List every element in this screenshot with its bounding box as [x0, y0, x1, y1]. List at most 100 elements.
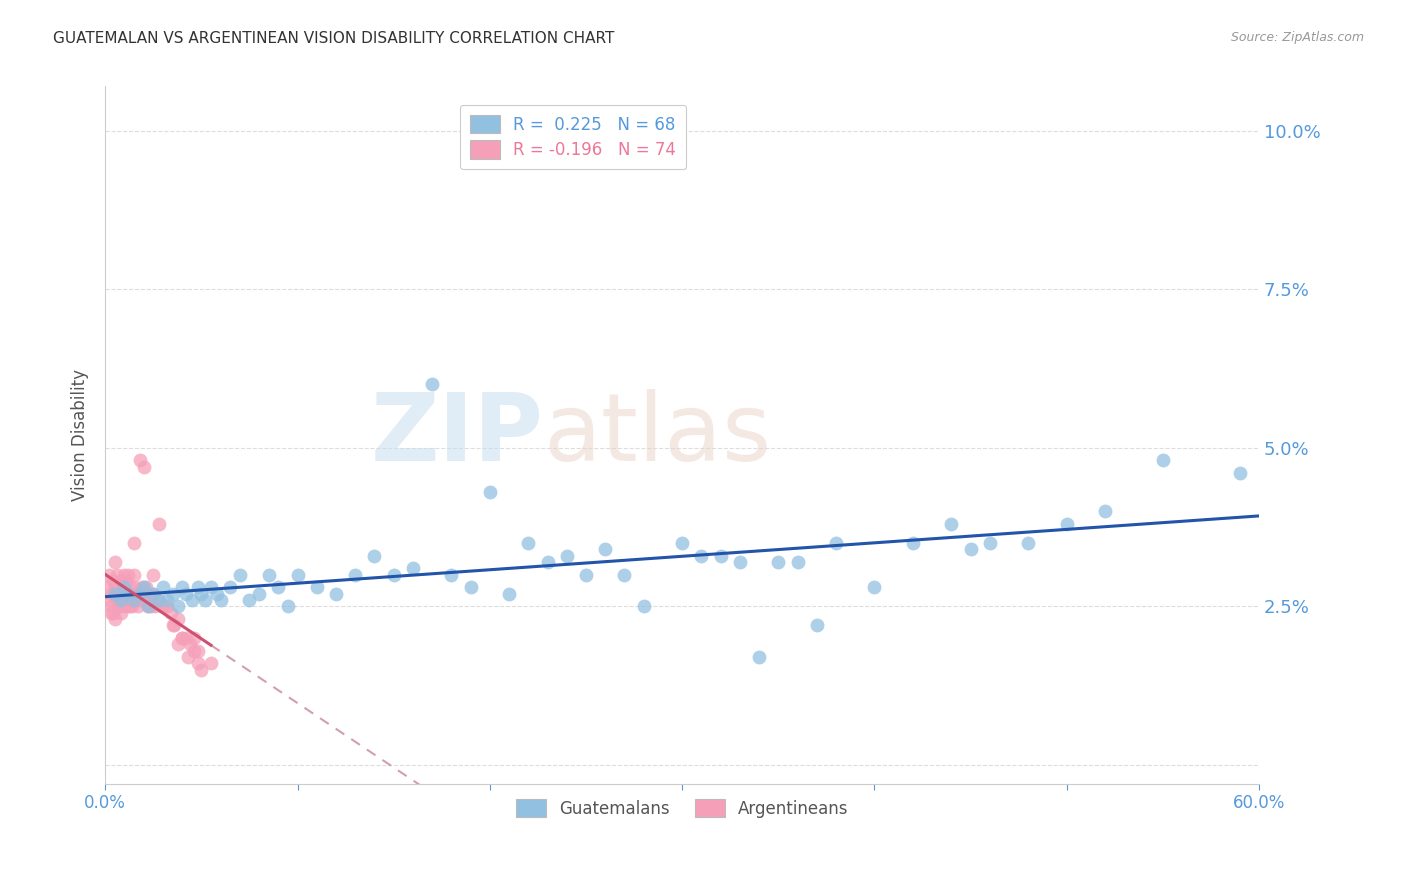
Point	[478, 485, 501, 500]
Point	[131, 593, 153, 607]
Point	[402, 561, 425, 575]
Point	[152, 599, 174, 614]
Point	[671, 536, 693, 550]
Point	[806, 618, 828, 632]
Point	[96, 580, 118, 594]
Point	[156, 593, 179, 607]
Text: atlas: atlas	[544, 389, 772, 481]
Point	[142, 586, 165, 600]
Point	[200, 580, 222, 594]
Point	[498, 586, 520, 600]
Point	[107, 586, 129, 600]
Point	[167, 612, 190, 626]
Point	[115, 586, 138, 600]
Point	[138, 593, 160, 607]
Point	[132, 580, 155, 594]
Point	[959, 542, 981, 557]
Point	[101, 606, 124, 620]
Point	[117, 567, 139, 582]
Point	[121, 586, 143, 600]
Point	[186, 657, 208, 671]
Point	[98, 567, 121, 582]
Point	[142, 567, 165, 582]
Point	[172, 580, 194, 594]
Point	[128, 453, 150, 467]
Point	[786, 555, 808, 569]
Point	[156, 599, 179, 614]
Point	[111, 593, 134, 607]
Point	[167, 599, 190, 614]
Point	[105, 593, 128, 607]
Point	[1229, 466, 1251, 480]
Point	[229, 567, 252, 582]
Point	[728, 555, 751, 569]
Point	[146, 593, 169, 607]
Point	[690, 549, 713, 563]
Point	[180, 593, 202, 607]
Point	[120, 580, 142, 594]
Point	[104, 612, 127, 626]
Point	[200, 657, 222, 671]
Point	[136, 599, 159, 614]
Point	[143, 599, 166, 614]
Point	[247, 586, 270, 600]
Point	[209, 593, 232, 607]
Point	[125, 593, 148, 607]
Point	[1017, 536, 1039, 550]
Point	[100, 599, 122, 614]
Point	[120, 599, 142, 614]
Point	[167, 637, 190, 651]
Point	[104, 555, 127, 569]
Point	[593, 542, 616, 557]
Point	[420, 377, 443, 392]
Text: Source: ZipAtlas.com: Source: ZipAtlas.com	[1230, 31, 1364, 45]
Point	[1094, 504, 1116, 518]
Point	[122, 536, 145, 550]
Point	[105, 567, 128, 582]
Point	[148, 516, 170, 531]
Point	[163, 618, 186, 632]
Point	[125, 586, 148, 600]
Point	[277, 599, 299, 614]
Point	[114, 580, 136, 594]
Point	[257, 567, 280, 582]
Point	[305, 580, 328, 594]
Point	[536, 555, 558, 569]
Point	[382, 567, 405, 582]
Point	[120, 593, 142, 607]
Point	[162, 618, 184, 632]
Point	[901, 536, 924, 550]
Point	[138, 586, 160, 600]
Point	[152, 580, 174, 594]
Point	[344, 567, 367, 582]
Point	[107, 599, 129, 614]
Legend: Guatemalans, Argentineans: Guatemalans, Argentineans	[509, 792, 855, 824]
Y-axis label: Vision Disability: Vision Disability	[72, 369, 89, 501]
Point	[132, 459, 155, 474]
Point	[194, 593, 217, 607]
Point	[115, 586, 138, 600]
Point	[183, 643, 205, 657]
Point	[114, 599, 136, 614]
Point	[141, 599, 163, 614]
Point	[325, 586, 347, 600]
Point	[190, 586, 212, 600]
Text: GUATEMALAN VS ARGENTINEAN VISION DISABILITY CORRELATION CHART: GUATEMALAN VS ARGENTINEAN VISION DISABIL…	[53, 31, 614, 46]
Point	[104, 580, 127, 594]
Point	[190, 663, 212, 677]
Point	[219, 580, 242, 594]
Point	[633, 599, 655, 614]
Point	[238, 593, 260, 607]
Point	[863, 580, 886, 594]
Point	[172, 631, 194, 645]
Point	[825, 536, 848, 550]
Point	[172, 631, 194, 645]
Point	[979, 536, 1001, 550]
Point	[205, 586, 228, 600]
Point	[179, 637, 201, 651]
Point	[152, 599, 174, 614]
Point	[555, 549, 578, 563]
Point	[135, 593, 157, 607]
Point	[114, 567, 136, 582]
Point	[127, 599, 149, 614]
